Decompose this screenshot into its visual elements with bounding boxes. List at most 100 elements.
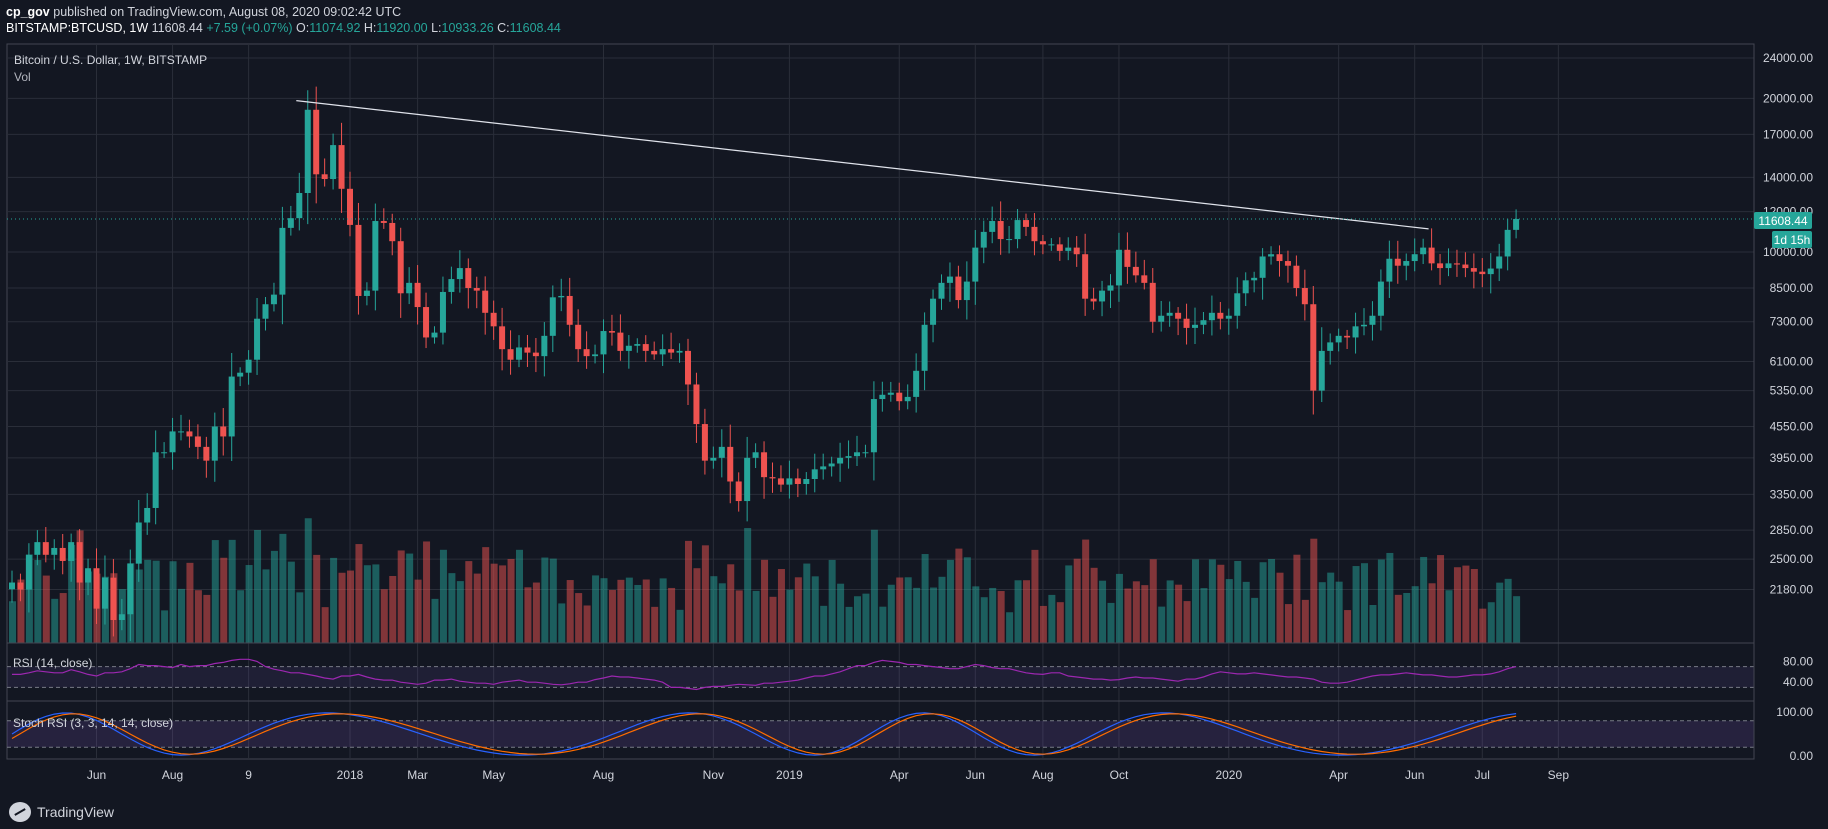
- volume-bar: [1361, 563, 1368, 643]
- candle-body: [516, 347, 522, 360]
- time-tick: May: [482, 768, 505, 782]
- volume-bar: [693, 568, 701, 643]
- volume-bar: [1132, 581, 1140, 643]
- price-tick: 17000.00: [1763, 127, 1813, 141]
- candle-body: [338, 145, 345, 189]
- volume-bar: [439, 549, 447, 643]
- candle-body: [169, 431, 176, 453]
- volume-bar: [1369, 604, 1377, 643]
- candle-body: [389, 222, 396, 242]
- candle-body: [1369, 315, 1376, 325]
- candle-body: [1361, 324, 1367, 327]
- candle-body: [1115, 249, 1122, 286]
- time-tick: 2019: [776, 768, 803, 782]
- volume-bar: [448, 573, 456, 643]
- candle-body: [1403, 261, 1410, 266]
- candle-body: [76, 542, 83, 583]
- time-tick: Apr: [890, 768, 909, 782]
- candle-body: [938, 282, 945, 299]
- volume-bar: [262, 569, 270, 643]
- time-tick: Aug: [1032, 768, 1053, 782]
- volume-bar: [887, 584, 895, 643]
- candle-body: [718, 446, 725, 458]
- volume-bar: [161, 610, 169, 643]
- volume-bar: [854, 596, 861, 643]
- candle-body: [1031, 226, 1038, 242]
- chart-frame: [6, 43, 1755, 760]
- candle-body: [270, 294, 277, 305]
- volume-bar: [659, 578, 667, 643]
- candle-body: [1496, 256, 1503, 269]
- candle-body: [321, 174, 328, 180]
- candle-body: [1124, 249, 1131, 267]
- candle-body: [913, 370, 920, 397]
- candle-body: [51, 547, 58, 555]
- price-tick: 4550.00: [1770, 419, 1814, 433]
- volume-bar: [1141, 585, 1149, 643]
- candle-body: [313, 109, 320, 175]
- volume-bar: [397, 550, 405, 643]
- candle-body: [85, 568, 92, 583]
- volume-bar: [1107, 602, 1115, 643]
- candle-body: [1386, 258, 1393, 282]
- candle-body: [287, 218, 294, 228]
- candle-body: [1023, 220, 1029, 227]
- candle-body: [144, 507, 151, 523]
- volume-bar: [330, 557, 338, 643]
- volume-bar: [1090, 567, 1098, 643]
- volume-bar: [423, 541, 431, 643]
- candle-body: [575, 324, 582, 350]
- volume-bar: [1386, 552, 1394, 643]
- volume-bar: [135, 569, 143, 643]
- volume-bar: [1276, 572, 1284, 643]
- volume-bar: [600, 578, 608, 643]
- symbol-label: BITSTAMP:BTCUSD, 1W: [6, 21, 149, 35]
- volume-bar: [1099, 580, 1107, 643]
- resistance-trendline: [296, 100, 1429, 230]
- volume-bar: [1149, 559, 1157, 643]
- volume-bar: [1242, 581, 1250, 643]
- volume-bar: [431, 598, 439, 643]
- candle-body: [811, 469, 818, 480]
- volume-bar: [1310, 538, 1318, 643]
- candle-body: [693, 384, 700, 425]
- volume-bar: [1327, 572, 1335, 643]
- candle-body: [414, 282, 421, 308]
- time-tick: Nov: [703, 768, 724, 782]
- candle-body: [608, 331, 615, 333]
- candle-body: [946, 276, 953, 283]
- candle-body: [735, 481, 742, 502]
- volume-bar: [1462, 565, 1470, 643]
- published-text: published on TradingView.com, August 08,…: [53, 5, 402, 19]
- candle-body: [186, 431, 193, 437]
- candle-body: [1352, 326, 1359, 338]
- candle-body: [1149, 282, 1156, 322]
- volume-bar: [34, 560, 42, 643]
- rsi-tick: 80.00: [1783, 654, 1813, 668]
- volume-bar: [997, 591, 1005, 643]
- candle-body: [989, 221, 996, 232]
- trendlines: [7, 100, 1754, 230]
- volume-bar: [1056, 602, 1064, 643]
- candle-body: [896, 392, 903, 402]
- volume-bar: [1192, 559, 1199, 643]
- volume-bar: [178, 588, 185, 643]
- candle-body: [558, 295, 565, 298]
- publisher-name[interactable]: cp_gov: [6, 5, 50, 19]
- candle-body: [710, 457, 717, 461]
- volume-bar: [786, 589, 794, 643]
- candle-body: [1073, 247, 1080, 255]
- tradingview-logo[interactable]: TradingView: [9, 802, 114, 822]
- volume-bar: [558, 603, 566, 643]
- candle-body: [1284, 261, 1291, 266]
- candle-body: [330, 145, 337, 180]
- time-tick: Jul: [1475, 768, 1490, 782]
- price-tick: 3350.00: [1770, 487, 1814, 501]
- candle-body: [161, 452, 168, 454]
- volume-bar: [51, 598, 59, 643]
- candle-body: [127, 563, 134, 615]
- candle-body: [1251, 277, 1258, 281]
- candle-body: [1344, 335, 1351, 338]
- volume-bar: [1268, 559, 1276, 643]
